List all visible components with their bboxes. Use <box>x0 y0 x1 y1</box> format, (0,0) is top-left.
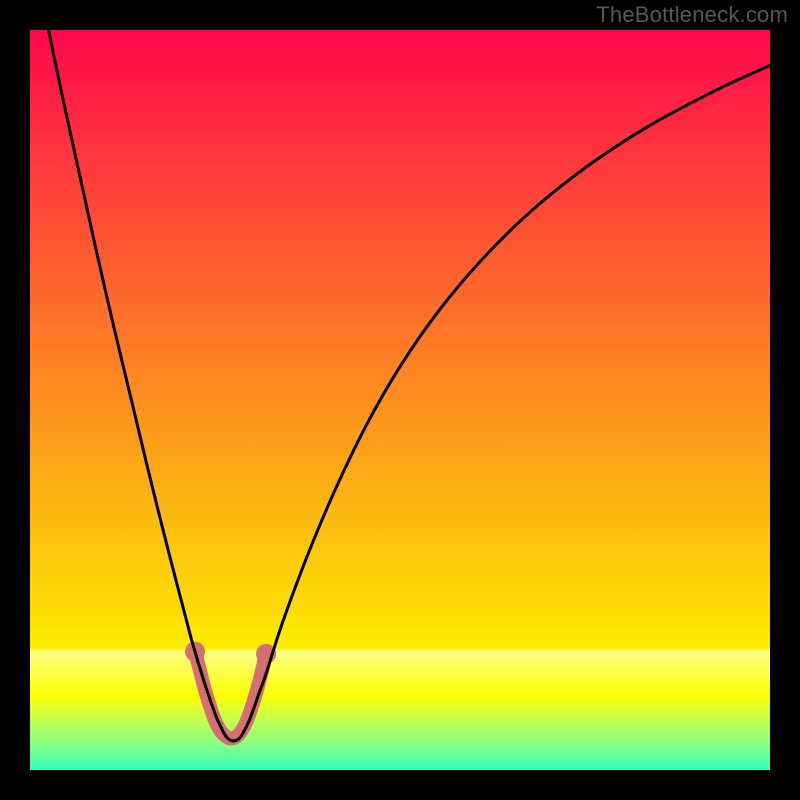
bottleneck-curve <box>49 30 771 741</box>
highlight-marker <box>195 652 266 739</box>
plot-area <box>30 30 770 770</box>
watermark-text: TheBottleneck.com <box>596 2 788 28</box>
chart-frame <box>30 30 770 770</box>
chart-svg <box>30 30 770 770</box>
